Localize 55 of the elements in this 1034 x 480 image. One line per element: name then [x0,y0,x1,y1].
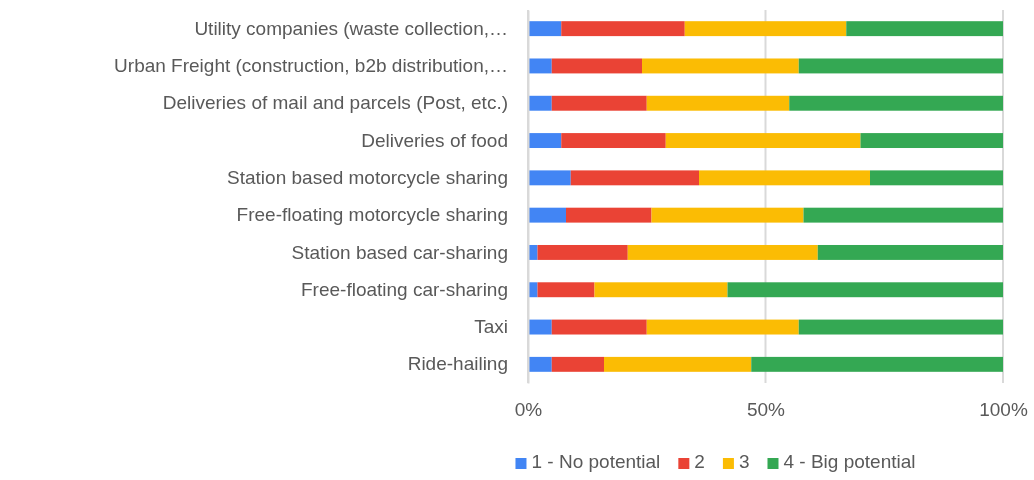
bar [798,319,1003,335]
y-tick-label: Ride-hailing [407,353,508,375]
bar [798,58,1003,74]
bar [642,58,799,74]
bar [594,282,728,298]
y-tick-label: Utility companies (waste collection,… [194,17,508,39]
bar [551,95,647,111]
bar [528,95,552,111]
bar [551,356,604,372]
legend-label: 2 [694,451,705,472]
bar [627,244,818,260]
bar [727,282,1003,298]
bar [846,21,1003,37]
y-tick-label: Deliveries of mail and parcels (Post, etc.) [162,92,508,114]
legend-label: 3 [738,451,750,472]
bar [803,207,1003,223]
bar [751,356,1003,372]
bar [528,170,571,186]
legend-label: 1 - No potential [531,451,661,472]
y-tick-label: Deliveries of food [361,129,508,151]
legend-label: 4 - Big potential [783,451,916,472]
bar [561,21,685,37]
bar [566,207,652,223]
bar [684,21,847,37]
bar [537,282,595,298]
bar [699,170,870,186]
y-tick-label: Urban Freight (construction, b2b distribution,… [114,55,508,77]
bar [528,356,552,372]
x-tick-label: 100% [979,399,1028,421]
bar [528,319,552,335]
y-tick-label: Taxi [474,316,508,338]
y-tick-label: Station based motorcycle sharing [227,166,508,188]
bar [570,170,699,186]
bar [561,133,666,149]
bar [646,95,790,111]
bar [537,244,628,260]
bar [528,133,562,149]
x-tick-label: 0% [514,399,543,421]
bar [651,207,804,223]
y-tick-label: Station based car-sharing [291,241,508,263]
bar [665,133,861,149]
bar [528,21,562,37]
bar [646,319,799,335]
bar [551,58,642,74]
y-tick-label: Free-floating motorcycle sharing [236,204,508,226]
bar [528,58,552,74]
y-tick-label: Free-floating car-sharing [301,278,508,300]
bar [604,356,752,372]
bar [789,95,1003,111]
bar [551,319,647,335]
bar [528,207,566,223]
bar [870,170,1003,186]
bar [860,133,1003,149]
bar [817,244,1003,260]
x-tick-label: 50% [746,399,786,421]
